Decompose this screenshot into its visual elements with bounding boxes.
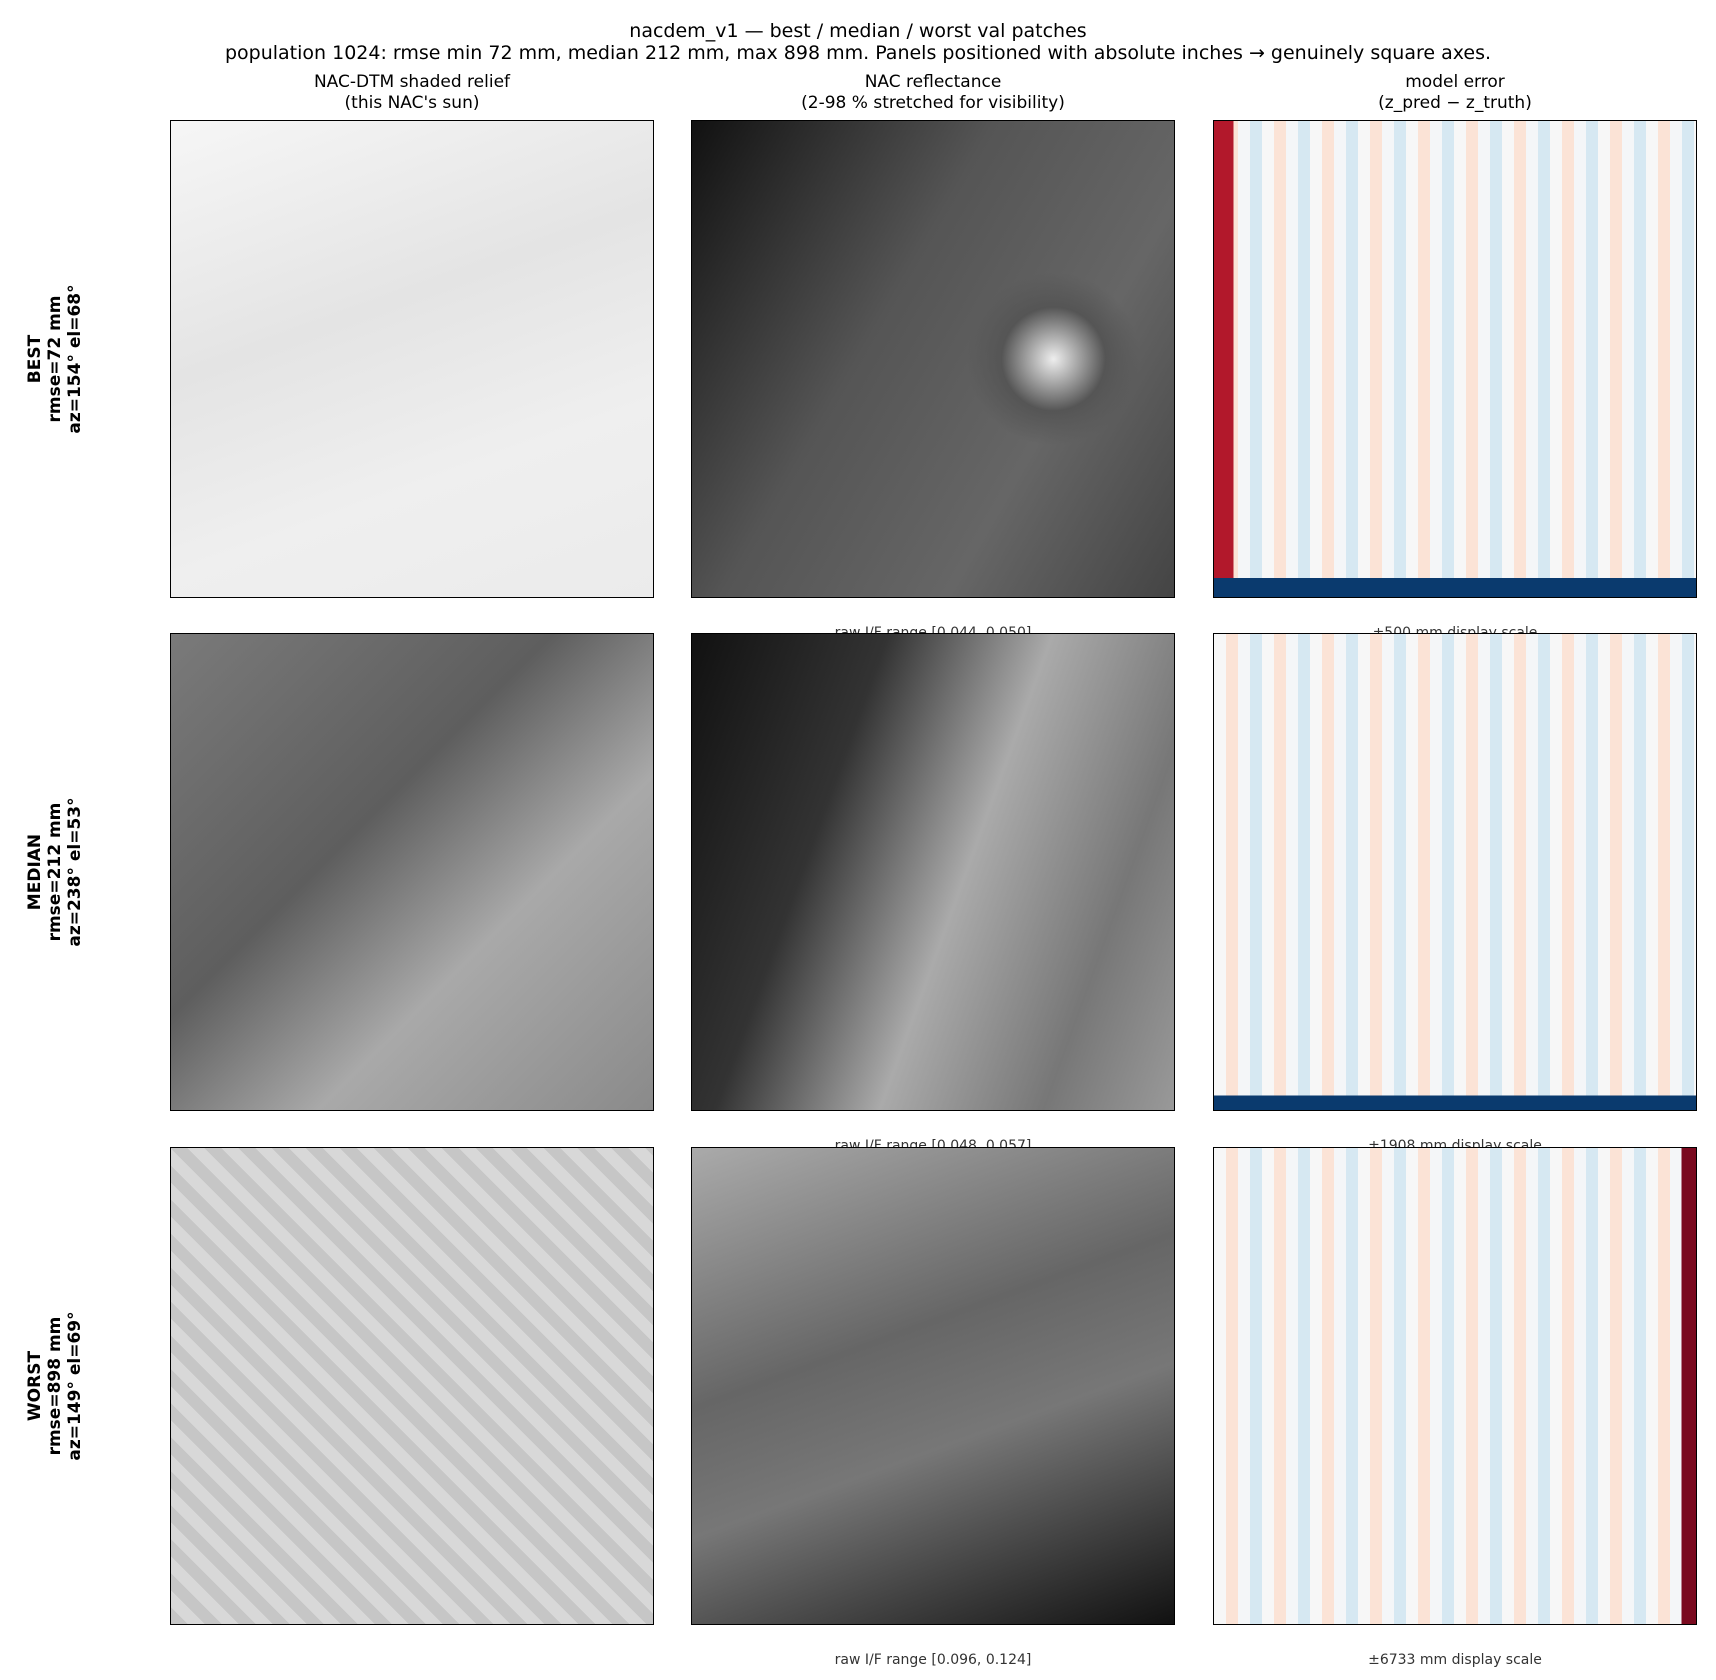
row-label-line: rmse=72 mm [45,295,65,423]
column-title: NAC-DTM shaded relief [313,72,511,92]
image-panel [691,633,1175,1111]
row-label-line: rmse=898 mm [45,1316,65,1456]
row-label-line: MEDIAN [25,833,45,911]
row-label: MEDIAN rmse=212 mm az=238° el=53° [25,797,85,946]
image-panel [170,1147,654,1625]
row-label-line: BEST [25,334,45,384]
row-label-line: az=149° el=69° [65,1311,85,1461]
image-panel [691,120,1175,598]
image-panel [170,633,654,1111]
panel-caption: raw I/F range [0.096, 0.124] [834,1652,1032,1668]
subtitle: population 1024: rmse min 72 mm, median … [224,42,1492,64]
image-panel [1213,633,1697,1111]
image-panel [170,120,654,598]
column-subtitle: (this NAC's sun) [344,93,480,113]
row-label-line: WORST [25,1350,45,1422]
column-title: model error [1405,72,1505,92]
image-panel [691,1147,1175,1625]
image-panel [1213,120,1697,598]
row-label-line: az=154° el=68° [65,284,85,434]
image-panel [1213,1147,1697,1625]
column-subtitle: (z_pred − z_truth) [1378,93,1532,113]
column-title: NAC reflectance [864,72,1002,92]
row-label-line: rmse=212 mm [45,802,65,942]
row-label-line: az=238° el=53° [65,797,85,947]
column-subtitle: (2-98 % stretched for visibility) [801,93,1065,113]
title: nacdem_v1 — best / median / worst val pa… [629,20,1087,42]
row-label: BEST rmse=72 mm az=154° el=68° [25,284,85,433]
row-label: WORST rmse=898 mm az=149° el=69° [25,1311,85,1460]
panel-caption: ±6733 mm display scale [1368,1652,1542,1668]
